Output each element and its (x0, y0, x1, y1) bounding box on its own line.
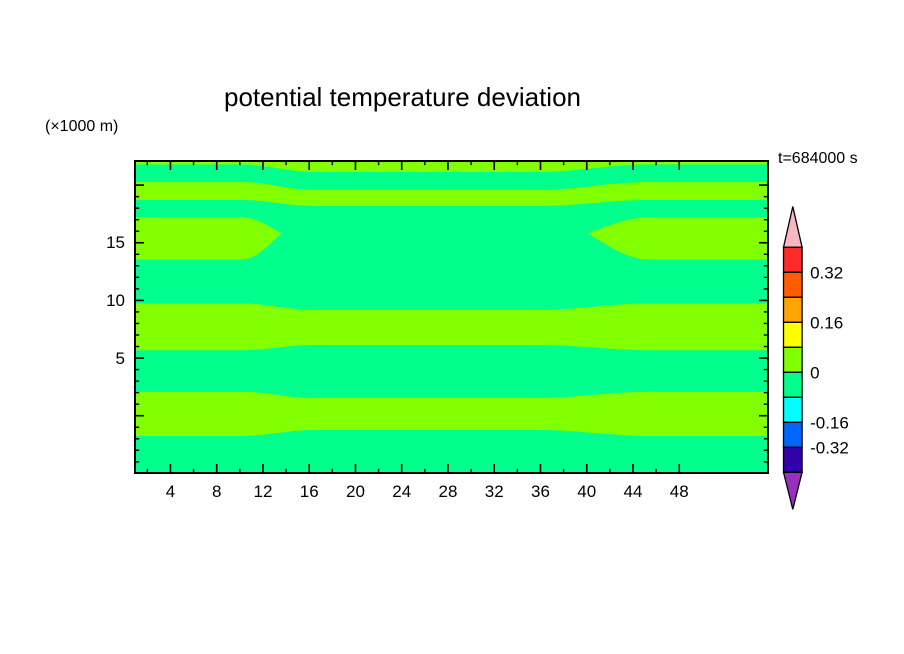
svg-text:10: 10 (106, 291, 125, 310)
svg-text:8: 8 (212, 482, 221, 501)
svg-text:16: 16 (300, 482, 319, 501)
svg-text:12: 12 (253, 482, 272, 501)
svg-text:20: 20 (346, 482, 365, 501)
svg-text:48: 48 (670, 482, 689, 501)
svg-text:4: 4 (166, 482, 175, 501)
svg-text:15: 15 (106, 233, 125, 252)
svg-text:36: 36 (531, 482, 550, 501)
svg-text:5: 5 (116, 349, 125, 368)
svg-text:0.32: 0.32 (810, 263, 843, 282)
svg-text:0.16: 0.16 (810, 313, 843, 332)
svg-text:0: 0 (810, 363, 819, 382)
svg-text:40: 40 (577, 482, 596, 501)
svg-text:44: 44 (624, 482, 643, 501)
svg-text:32: 32 (485, 482, 504, 501)
svg-text:24: 24 (392, 482, 411, 501)
svg-text:28: 28 (439, 482, 458, 501)
svg-text:-0.16: -0.16 (810, 413, 849, 432)
svg-text:-0.32: -0.32 (810, 438, 849, 457)
